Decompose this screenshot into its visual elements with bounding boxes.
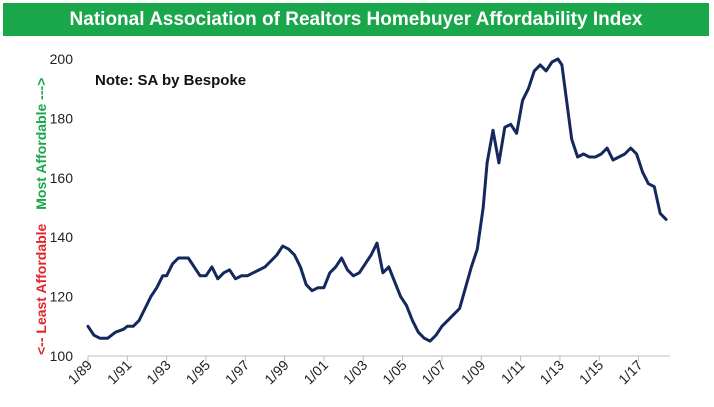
most-affordable-label: Most Affordable ---> — [33, 78, 49, 210]
svg-text:<-- Least Affordable Mos: <-- Least Affordable Most Affordable ---… — [33, 78, 49, 355]
x-tick-label: 1/07 — [418, 357, 449, 388]
chart-title-bar: National Association of Realtors Homebuy… — [3, 3, 709, 36]
x-tick-label: 1/11 — [498, 357, 528, 387]
y-tick-label: 200 — [50, 51, 74, 67]
x-tick-label: 1/17 — [615, 357, 646, 388]
least-affordable-label: <-- Least Affordable — [33, 223, 49, 355]
affordability-index-line — [86, 57, 668, 343]
y-axis-side-label: <-- Least Affordable Most Affordable ---… — [33, 78, 49, 355]
x-tick-label: 1/93 — [143, 357, 174, 388]
chart-title: National Association of Realtors Homebuy… — [69, 8, 643, 30]
x-tick-label: 1/13 — [536, 357, 567, 388]
x-tick-label: 1/15 — [576, 357, 607, 388]
x-tick-label: 1/91 — [104, 357, 135, 388]
x-tick-label: 1/05 — [379, 357, 410, 388]
y-axis: 100 120 140 160 180 200 — [50, 51, 74, 364]
y-tick-label: 140 — [50, 229, 74, 245]
y-tick-label: 160 — [50, 170, 74, 186]
x-tick-label: 1/95 — [183, 357, 214, 388]
y-tick-label: 180 — [50, 110, 74, 126]
x-tick-label: 1/01 — [300, 357, 331, 388]
x-axis: 1/89 1/91 1/93 1/95 1/97 1/99 1/01 1/03 1/05 1/07… — [65, 356, 646, 387]
y-tick-label: 100 — [50, 348, 74, 364]
x-tick-label: 1/03 — [340, 357, 371, 388]
x-tick-label: 1/09 — [458, 357, 489, 388]
note-annotation: Note: SA by Bespoke — [95, 72, 246, 89]
y-tick-label: 120 — [50, 289, 74, 305]
x-tick-label: 1/99 — [261, 357, 292, 388]
x-tick-label: 1/97 — [222, 357, 253, 388]
